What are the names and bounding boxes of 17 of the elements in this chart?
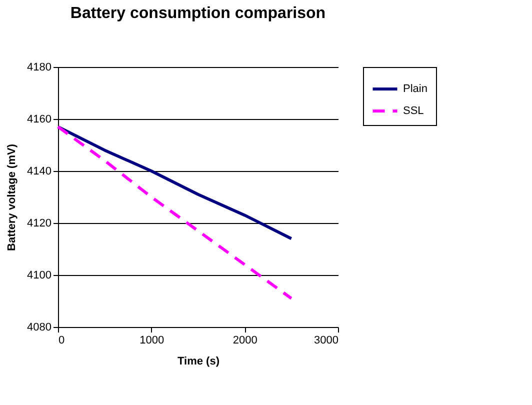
line-series [56, 125, 293, 240]
y-tick-label: 4140 [27, 166, 52, 178]
chart-title: Battery consumption comparison [70, 5, 326, 22]
y-tick-label: 4100 [27, 270, 52, 282]
y-tick-label: 4080 [27, 322, 52, 334]
y-tick-label: 4180 [27, 62, 52, 74]
y-tick-label: 4160 [27, 114, 52, 126]
line-series [56, 125, 293, 300]
y-axis-title: Battery voltage (mV) [6, 144, 18, 251]
legend-label: Plain [403, 83, 428, 95]
x-tick-label: 0 [58, 334, 65, 346]
x-tick-label: 2000 [232, 334, 258, 346]
x-tick-label: 3000 [314, 334, 338, 346]
x-tick-label: 1000 [140, 334, 164, 346]
y-tick-label: 4120 [27, 218, 52, 230]
x-axis-title: Time (s) [178, 356, 220, 368]
legend-label: SSL [403, 105, 424, 117]
